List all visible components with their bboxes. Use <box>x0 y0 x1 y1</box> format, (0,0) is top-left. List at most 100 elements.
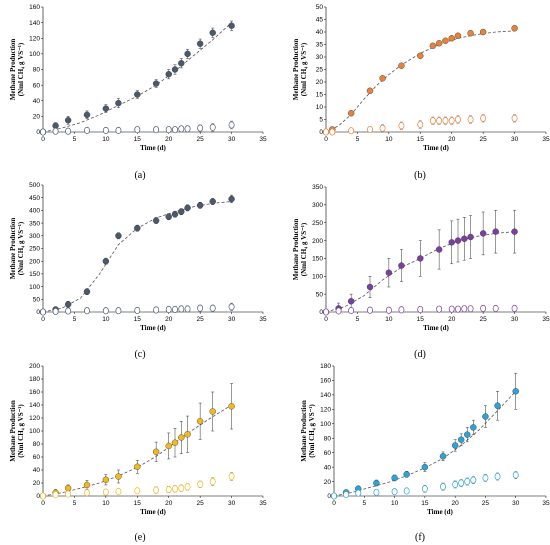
y-tick-label: 35 <box>316 42 324 49</box>
data-point-filled <box>461 235 468 242</box>
data-point-hollow <box>429 117 436 125</box>
data-point-hollow <box>134 306 141 315</box>
data-point-filled <box>454 32 462 39</box>
x-tick-label: 20 <box>165 316 173 323</box>
x-tick-label: 5 <box>73 316 77 323</box>
panel-caption: (b) <box>414 170 426 181</box>
x-tick-label: 15 <box>417 136 425 143</box>
data-point-hollow <box>178 305 185 313</box>
data-point-filled <box>134 463 141 470</box>
data-point-filled <box>196 418 204 425</box>
data-point-hollow <box>480 304 487 312</box>
data-point-hollow <box>228 303 235 311</box>
data-point-hollow <box>455 115 461 124</box>
data-point-filled <box>417 52 424 59</box>
data-point-filled <box>479 230 487 237</box>
y-tick-label: 400 <box>29 208 40 215</box>
data-point-hollow <box>348 307 355 315</box>
x-tick-label: 25 <box>197 136 205 143</box>
data-point-hollow <box>184 483 191 491</box>
data-point-filled <box>492 228 499 235</box>
data-point-hollow <box>448 117 455 125</box>
data-point-filled <box>366 283 374 291</box>
data-point-filled <box>494 402 501 409</box>
data-point-hollow <box>367 125 373 134</box>
y-tick-label: 30 <box>316 54 324 61</box>
data-point-hollow <box>379 124 386 132</box>
x-tick-label: 0 <box>41 136 45 143</box>
x-tick-label: 25 <box>480 316 488 323</box>
data-point-hollow <box>84 489 90 497</box>
data-point-filled <box>448 35 455 42</box>
x-tick-label: 10 <box>385 136 393 143</box>
data-point-filled <box>228 22 235 29</box>
data-point-filled <box>165 70 172 78</box>
x-tick-label: 20 <box>448 136 456 143</box>
y-tick-label: 5 <box>319 117 323 124</box>
data-point-hollow <box>343 491 350 499</box>
data-point-hollow <box>398 306 405 314</box>
x-tick-label: 0 <box>324 316 328 323</box>
data-point-filled <box>379 75 386 82</box>
data-point-hollow <box>52 127 59 135</box>
data-point-filled <box>454 237 462 244</box>
data-point-filled <box>102 476 110 483</box>
y-tick-label: 50 <box>316 4 324 11</box>
data-point-filled <box>152 448 160 455</box>
x-tick-label: 5 <box>73 136 77 143</box>
data-point-filled <box>467 233 474 241</box>
data-point-hollow <box>134 487 141 495</box>
x-tick-label: 30 <box>228 136 236 143</box>
fit-curve <box>333 391 516 497</box>
y-tick-label: 150 <box>29 271 40 278</box>
data-point-hollow <box>480 114 487 122</box>
data-point-hollow <box>52 491 59 499</box>
data-point-filled <box>134 224 141 232</box>
y-tick-label: 0 <box>327 493 331 500</box>
y-tick-label: 120 <box>320 407 331 414</box>
y-tick-label: 200 <box>29 258 40 265</box>
data-point-hollow <box>115 126 122 134</box>
data-point-hollow <box>197 124 204 132</box>
data-point-hollow <box>165 126 172 134</box>
y-tick-label: 40 <box>33 467 41 474</box>
x-tick-label: 0 <box>41 316 45 323</box>
data-point-filled <box>196 202 204 209</box>
panel-caption: (d) <box>414 349 426 360</box>
data-point-hollow <box>172 485 178 493</box>
x-tick-label: 35 <box>542 500 550 507</box>
data-point-filled <box>442 37 449 44</box>
y-tick-label: 150 <box>312 256 323 263</box>
y-tick-label: 100 <box>29 428 40 435</box>
y-axis-label: Methane Production <box>9 39 17 101</box>
y-tick-label: 450 <box>29 195 40 202</box>
data-point-filled <box>385 269 393 276</box>
data-point-hollow <box>421 485 428 493</box>
data-point-hollow <box>184 305 191 313</box>
data-point-filled <box>102 105 110 112</box>
data-point-filled <box>196 40 204 47</box>
data-point-filled <box>347 298 355 305</box>
data-point-filled <box>458 436 465 443</box>
x-tick-label: 35 <box>259 316 267 323</box>
fit-curve <box>42 404 232 497</box>
data-point-hollow <box>209 123 216 131</box>
data-point-filled <box>83 481 91 489</box>
y-tick-label: 80 <box>33 441 41 448</box>
data-point-filled <box>479 28 487 36</box>
data-point-filled <box>184 204 191 212</box>
data-point-hollow <box>52 307 59 316</box>
x-tick-label: 35 <box>259 500 267 507</box>
x-tick-label: 10 <box>102 316 110 323</box>
data-point-filled <box>115 473 122 480</box>
x-tick-label: 15 <box>134 316 142 323</box>
data-point-hollow <box>84 126 90 134</box>
y-tick-label: 60 <box>33 454 41 461</box>
panel-caption: (e) <box>134 532 145 543</box>
data-point-filled <box>347 110 355 117</box>
y-axis-label-units: (Nml CH₄ g VS⁻¹) <box>17 42 25 96</box>
panel-caption: (c) <box>134 349 145 360</box>
data-point-filled <box>184 431 191 438</box>
x-tick-label: 15 <box>134 136 142 143</box>
data-point-hollow <box>323 308 329 316</box>
